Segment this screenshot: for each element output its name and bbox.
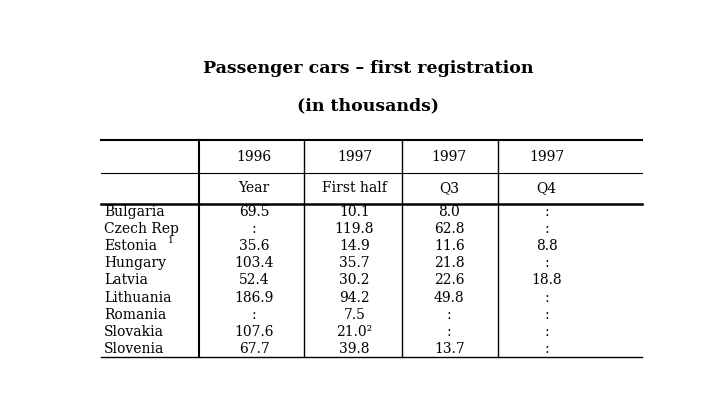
Text: :: :	[544, 222, 549, 236]
Text: 1996: 1996	[237, 150, 272, 164]
Text: 94.2: 94.2	[339, 290, 370, 304]
Text: :: :	[544, 342, 549, 356]
Text: 10.1: 10.1	[339, 205, 370, 219]
Text: 7.5: 7.5	[344, 308, 365, 322]
Text: :: :	[544, 325, 549, 339]
Text: Estonia: Estonia	[104, 239, 157, 253]
Text: Q3: Q3	[439, 181, 459, 195]
Text: 30.2: 30.2	[339, 274, 370, 288]
Text: Czech Rep: Czech Rep	[104, 222, 179, 236]
Text: First half: First half	[322, 181, 387, 195]
Text: 21.0²: 21.0²	[336, 325, 372, 339]
Text: 49.8: 49.8	[434, 290, 464, 304]
Text: Romania: Romania	[104, 308, 166, 322]
Text: Year: Year	[239, 181, 270, 195]
Text: Q4: Q4	[537, 181, 557, 195]
Text: 18.8: 18.8	[531, 274, 562, 288]
Text: :: :	[544, 256, 549, 270]
Text: 1: 1	[168, 236, 173, 245]
Text: 119.8: 119.8	[335, 222, 375, 236]
Text: 1997: 1997	[529, 150, 564, 164]
Text: Slovakia: Slovakia	[104, 325, 164, 339]
Text: 35.7: 35.7	[339, 256, 370, 270]
Text: 11.6: 11.6	[434, 239, 464, 253]
Text: Slovenia: Slovenia	[104, 342, 164, 356]
Text: 1997: 1997	[337, 150, 372, 164]
Text: 39.8: 39.8	[339, 342, 370, 356]
Text: :: :	[252, 222, 257, 236]
Text: :: :	[544, 308, 549, 322]
Text: 21.8: 21.8	[434, 256, 464, 270]
Text: 62.8: 62.8	[434, 222, 464, 236]
Text: Lithuania: Lithuania	[104, 290, 171, 304]
Text: 67.7: 67.7	[239, 342, 270, 356]
Text: 1997: 1997	[431, 150, 467, 164]
Text: 69.5: 69.5	[239, 205, 270, 219]
Text: 22.6: 22.6	[434, 274, 464, 288]
Text: (in thousands): (in thousands)	[298, 97, 439, 114]
Text: :: :	[544, 205, 549, 219]
Text: :: :	[447, 325, 452, 339]
Text: 35.6: 35.6	[239, 239, 270, 253]
Text: Hungary: Hungary	[104, 256, 166, 270]
Text: :: :	[252, 308, 257, 322]
Text: 14.9: 14.9	[339, 239, 370, 253]
Text: 186.9: 186.9	[234, 290, 274, 304]
Text: 107.6: 107.6	[234, 325, 274, 339]
Text: 13.7: 13.7	[434, 342, 464, 356]
Text: 8.8: 8.8	[536, 239, 558, 253]
Text: 103.4: 103.4	[234, 256, 274, 270]
Text: 52.4: 52.4	[239, 274, 270, 288]
Text: :: :	[544, 290, 549, 304]
Text: Bulgaria: Bulgaria	[104, 205, 165, 219]
Text: Passenger cars – first registration: Passenger cars – first registration	[203, 60, 533, 77]
Text: Latvia: Latvia	[104, 274, 147, 288]
Text: 8.0: 8.0	[439, 205, 460, 219]
Text: :: :	[447, 308, 452, 322]
